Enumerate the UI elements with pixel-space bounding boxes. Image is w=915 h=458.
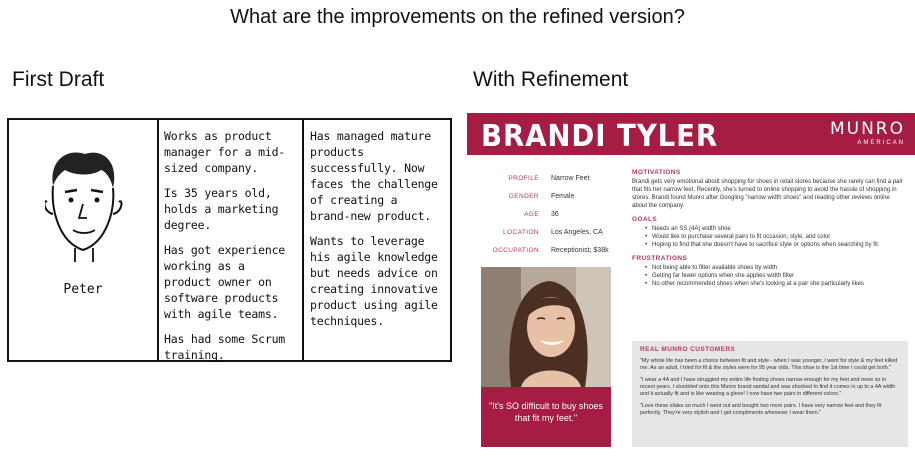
motivations-text: Brandi gets very emotional about shoppin… bbox=[632, 179, 903, 209]
draft-note: Is 35 years old, holds a marketing degre… bbox=[164, 186, 279, 232]
profile-value: Narrow Feet bbox=[551, 174, 590, 182]
review-quote: "Love these slides so much I went out an… bbox=[640, 403, 882, 416]
customer-reviews-box: REAL MUNRO CUSTOMERS "My whole life has … bbox=[632, 341, 908, 447]
profile-row: GENDER Female bbox=[483, 187, 609, 205]
profile-value: Receptionist; $38k bbox=[551, 246, 609, 254]
draft-note: Has had some Scrum training. bbox=[164, 332, 286, 362]
draft-note: Has managed mature products successfully… bbox=[310, 129, 438, 223]
reviews-heading: REAL MUNRO CUSTOMERS bbox=[640, 346, 736, 353]
draft-portrait-column: Peter bbox=[9, 120, 159, 360]
brand-logo: MUNRO AMERICAN bbox=[830, 119, 905, 146]
first-draft-heading: First Draft bbox=[12, 68, 105, 91]
profile-row: PROFILE Narrow Feet bbox=[483, 169, 609, 187]
profile-value: Female bbox=[551, 192, 575, 200]
page-title: What are the improvements on the refined… bbox=[230, 6, 685, 28]
frustrations-heading: FRUSTRATIONS bbox=[632, 255, 688, 262]
motivations-heading: MOTIVATIONS bbox=[632, 169, 681, 176]
goals-list: Needs an SS (4A) width shoe Would like t… bbox=[632, 225, 904, 249]
first-draft-persona: Peter Works as product manager for a mid… bbox=[7, 118, 452, 362]
review-quote: "I wear a 4A and I have struggled my ent… bbox=[640, 377, 896, 397]
profile-label: OCCUPATION bbox=[492, 246, 539, 254]
persona-photo bbox=[481, 267, 611, 387]
list-item: Hoping to find that she doesn't have to … bbox=[645, 241, 904, 249]
goals-heading: GOALS bbox=[632, 216, 658, 223]
refined-persona-card: BRANDI TYLER MUNRO AMERICAN PROFILE Narro… bbox=[467, 113, 915, 455]
draft-note: Has got experience working as a product … bbox=[164, 243, 286, 321]
list-item: Needs an SS (4A) width shoe bbox=[645, 225, 904, 233]
list-item: Not being able to filter available shoes… bbox=[645, 264, 904, 272]
profile-row: AGE 36 bbox=[483, 205, 609, 223]
profile-table: PROFILE Narrow Feet GENDER Female AGE 36 LO… bbox=[483, 169, 609, 259]
brand-name: MUNRO bbox=[829, 119, 905, 139]
profile-value: Los Angeles, CA bbox=[551, 228, 603, 236]
persona-name: BRANDI TYLER bbox=[481, 119, 719, 154]
refinement-heading: With Refinement bbox=[473, 68, 629, 91]
draft-persona-name: Peter bbox=[63, 282, 103, 297]
profile-label: PROFILE bbox=[508, 174, 539, 182]
list-item: No other recommended shoes when she's lo… bbox=[645, 280, 904, 288]
persona-banner: BRANDI TYLER MUNRO AMERICAN bbox=[467, 113, 915, 155]
draft-column-goals: Has managed mature products successfully… bbox=[304, 120, 450, 360]
review-quote: "My whole life has been a choice between… bbox=[640, 358, 898, 371]
frustrations-list: Not being able to filter available shoes… bbox=[632, 264, 904, 288]
sketch-face-icon bbox=[45, 152, 123, 262]
persona-details: MOTIVATIONS Brandi gets very emotional a… bbox=[632, 169, 904, 288]
profile-row: OCCUPATION Receptionist; $38k bbox=[483, 241, 609, 259]
list-item: Would like to purchase several pairs to … bbox=[645, 233, 904, 241]
persona-quote: "It's SO difficult to buy shoes that fit… bbox=[489, 401, 603, 423]
persona-photo-card: "It's SO difficult to buy shoes that fit… bbox=[481, 267, 611, 447]
brand-subtitle: AMERICAN bbox=[857, 140, 905, 146]
profile-label: AGE bbox=[524, 210, 539, 218]
profile-label: GENDER bbox=[508, 192, 539, 200]
draft-note: Wants to leverage his agile knowledge bu… bbox=[310, 234, 438, 328]
draft-note: Works as product manager for a mid-sized… bbox=[164, 129, 286, 175]
draft-column-background: Works as product manager for a mid-sized… bbox=[159, 120, 304, 362]
profile-row: LOCATION Los Angeles, CA bbox=[483, 223, 609, 241]
profile-value: 36 bbox=[551, 210, 559, 218]
profile-label: LOCATION bbox=[503, 228, 539, 236]
list-item: Getting far fewer options when she appli… bbox=[645, 272, 904, 280]
